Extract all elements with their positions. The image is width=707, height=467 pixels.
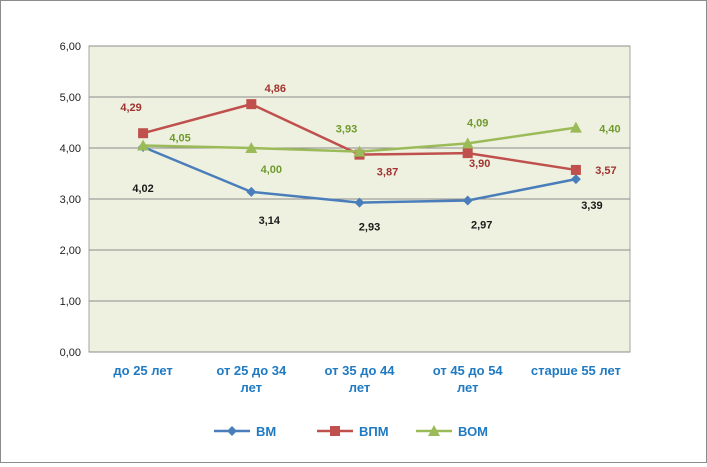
x-tick-label: от 45 до 54 лет — [433, 363, 504, 395]
data-label-ВПМ: 3,90 — [469, 158, 490, 170]
y-tick-label: 4,00 — [60, 143, 81, 155]
data-labels: 4,02 3,14 2,93 2,97 3,39 4,29 4,86 3,87 3,90 3,57… — [120, 83, 620, 233]
data-label-ВМ: 3,39 — [581, 200, 602, 212]
y-tick-label: 3,00 — [60, 194, 81, 206]
data-label-ВОМ: 4,40 — [599, 124, 620, 136]
legend-marker-ВПМ — [330, 426, 340, 436]
legend-marker-ВМ — [227, 426, 237, 436]
data-point-ВОМ — [137, 139, 150, 151]
data-label-ВОМ: 4,09 — [467, 117, 488, 129]
data-point-ВОМ — [461, 137, 474, 149]
y-tick-label: 2,00 — [60, 245, 81, 257]
y-tick-label: 1,00 — [60, 296, 81, 308]
data-label-ВОМ: 3,93 — [336, 124, 357, 136]
data-point-ВМ — [246, 186, 257, 197]
x-tick-label: до 25 лет — [113, 363, 172, 378]
legend-label-ВПМ: ВПМ — [359, 424, 389, 439]
data-label-ВПМ: 4,86 — [265, 83, 286, 95]
data-label-ВПМ: 3,87 — [377, 167, 398, 179]
data-point-ВПМ — [570, 164, 581, 175]
data-label-ВПМ: 4,29 — [120, 102, 141, 114]
x-tick-label: старше 55 лет — [531, 363, 621, 378]
data-label-ВМ: 4,02 — [132, 183, 153, 195]
data-point-ВМ — [354, 197, 365, 208]
data-label-ВПМ: 3,57 — [595, 165, 616, 177]
series-group — [137, 99, 582, 208]
data-point-ВМ — [462, 195, 473, 206]
y-tick-label: 0,00 — [60, 347, 81, 359]
data-point-ВПМ — [462, 148, 473, 159]
x-axis-ticks: до 25 лет от 25 до 34 лет от 35 до 44 лет от … — [113, 363, 621, 395]
legend: ВМ ВПМ ВОМ — [214, 424, 488, 439]
data-label-ВМ: 3,14 — [259, 215, 281, 227]
data-point-ВМ — [570, 174, 581, 185]
data-label-ВОМ: 4,05 — [169, 132, 190, 144]
legend-label-ВОМ: ВОМ — [458, 424, 488, 439]
data-point-ВОМ — [569, 121, 582, 133]
data-label-ВМ: 2,93 — [359, 222, 380, 234]
data-label-ВМ: 2,97 — [471, 220, 492, 232]
data-point-ВОМ — [245, 142, 258, 153]
legend-label-ВМ: ВМ — [256, 424, 276, 439]
y-tick-label: 6,00 — [60, 41, 81, 53]
data-point-ВПМ — [246, 99, 257, 110]
y-tick-label: 5,00 — [60, 92, 81, 104]
legend-marker-ВОМ — [428, 425, 440, 436]
y-axis-ticks: 0,00 1,00 2,00 3,00 4,00 5,00 6,00 — [60, 41, 81, 359]
data-point-ВПМ — [138, 128, 149, 139]
data-point-ВОМ — [353, 145, 366, 157]
x-tick-label: от 25 до 34 лет — [216, 363, 287, 395]
data-label-ВОМ: 4,00 — [261, 164, 282, 176]
x-tick-label: от 35 до 44 лет — [325, 363, 396, 395]
